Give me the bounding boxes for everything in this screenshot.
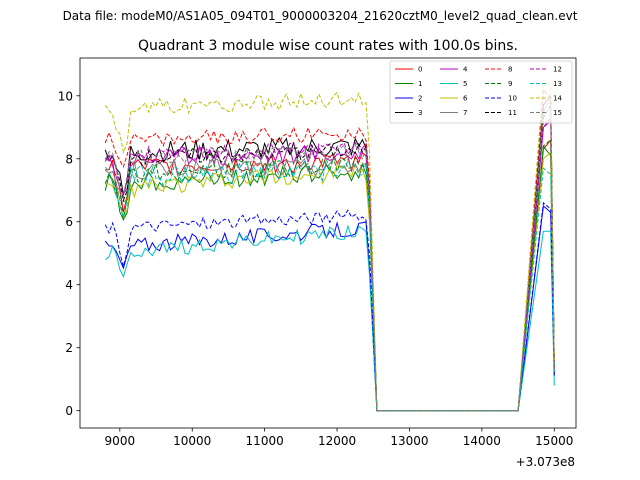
y-tick-label: 10 [58, 89, 73, 103]
legend-label-15: 15 [553, 109, 562, 117]
x-tick-label: 10000 [173, 434, 211, 448]
x-tick-label: 9000 [105, 434, 136, 448]
x-tick-label: 11000 [246, 434, 284, 448]
series-line-8 [104, 88, 555, 412]
ticks-layer: 9000 10000 11000 12000 13000 14000 15000 0 2 4 6 8 1… [58, 89, 574, 448]
series-line-13 [104, 157, 555, 412]
y-tick-label: 2 [65, 341, 73, 355]
legend-label-2: 2 [418, 95, 422, 103]
series-line-14 [104, 78, 555, 412]
legend-label-11: 11 [508, 109, 517, 117]
plot-frame [79, 57, 577, 429]
series-line-7 [104, 97, 555, 412]
chart-title: Quadrant 3 module wise count rates with … [138, 38, 518, 54]
figure-suptitle: Data file: modeM0/AS1A05_094T01_90000032… [63, 9, 578, 23]
y-tick-label: 0 [65, 404, 73, 418]
series-line-12 [105, 116, 555, 412]
x-tick-label: 14000 [463, 434, 501, 448]
series-line-2 [104, 205, 555, 412]
series-line-9 [104, 138, 555, 412]
legend-label-14: 14 [553, 95, 562, 103]
series-line-3 [104, 94, 555, 412]
series-line-5 [104, 224, 555, 412]
legend-label-4: 4 [463, 66, 468, 74]
legend-label-1: 1 [418, 80, 422, 88]
x-tick-label: 12000 [318, 434, 356, 448]
legend-label-9: 9 [508, 80, 512, 88]
legend-label-12: 12 [553, 66, 562, 74]
legend-label-7: 7 [463, 109, 467, 117]
legend-label-10: 10 [508, 95, 517, 103]
legend-label-3: 3 [418, 109, 422, 117]
series-layer [104, 78, 555, 412]
y-tick-label: 8 [65, 152, 73, 166]
legend-label-6: 6 [463, 95, 468, 103]
series-line-6 [105, 151, 555, 412]
legend-label-0: 0 [418, 66, 422, 74]
legend-box [389, 60, 573, 124]
x-tick-label: 15000 [535, 434, 573, 448]
legend-label-5: 5 [463, 80, 467, 88]
x-tick-label: 13000 [390, 434, 428, 448]
x-offset-label: +3.073e8 [516, 455, 575, 469]
y-tick-label: 6 [65, 215, 73, 229]
y-tick-label: 4 [65, 278, 73, 292]
legend-label-8: 8 [508, 66, 512, 74]
legend-label-13: 13 [553, 80, 562, 88]
